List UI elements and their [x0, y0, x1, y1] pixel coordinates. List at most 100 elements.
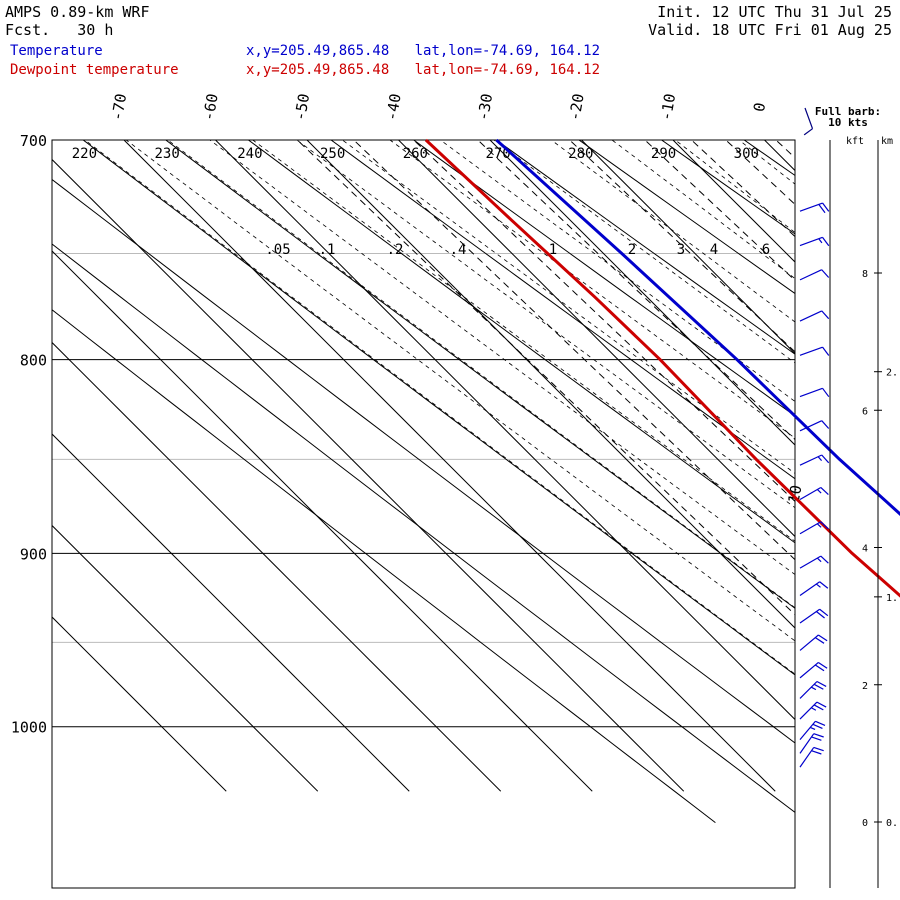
moist-adiabat-line [84, 140, 795, 675]
isotherm-line [52, 341, 502, 792]
wind-barb-flag [816, 611, 825, 619]
wind-barb-staff [799, 747, 815, 768]
wind-barb-half-flag [816, 583, 821, 588]
wind-barb-staff [799, 420, 823, 432]
isotherm-line [123, 140, 776, 792]
wind-barb [799, 680, 827, 699]
mixing-ratio-label: 1 [549, 242, 557, 258]
wind-barb-flag [821, 269, 830, 278]
wind-barb-flag [821, 420, 830, 429]
moist-adiabat-line [341, 140, 795, 474]
wind-barb-half-flag [811, 707, 817, 711]
mixing-ratio-label: 3 [677, 242, 685, 258]
wind-barb [799, 733, 824, 754]
wind-barb-flag [821, 454, 830, 464]
valid-time: Valid. 18 UTC Fri 01 Aug 25 [648, 21, 892, 39]
dry-adiabat-line [695, 0, 900, 823]
dry-adiabat-label: 240 [237, 146, 262, 162]
wind-barb-flag [822, 387, 830, 398]
wind-barb-half-flag [818, 238, 823, 244]
wind-barb [799, 555, 829, 569]
isotherm-line [52, 524, 319, 792]
mixing-ratio-line [412, 140, 795, 503]
mixing-ratio-line [296, 140, 795, 616]
mixing-ratio-line [644, 140, 795, 282]
moist-adiabat-line [209, 140, 795, 576]
dry-adiabat-label: 290 [651, 146, 676, 162]
wind-barb-half-flag [811, 686, 817, 691]
isotherm-line [52, 433, 410, 792]
pressure-tick-label: 1000 [11, 719, 47, 737]
mixing-ratio-line [775, 140, 795, 159]
pressure-tick-label: 700 [20, 132, 47, 150]
wind-barb [799, 269, 830, 281]
barb-legend-sample-staff [804, 107, 814, 129]
wind-barb [799, 202, 830, 214]
wind-barb [799, 454, 830, 466]
mixing-ratio-line [725, 140, 795, 206]
wind-barb-half-flag [817, 456, 823, 461]
dry-adiabat-line [660, 140, 795, 235]
mixing-ratio-line [352, 140, 795, 561]
moist-adiabat-line [493, 140, 795, 364]
isotherm-line [215, 140, 795, 721]
mixing-ratio-label: 2 [628, 242, 636, 258]
plot-frame [51, 139, 796, 889]
wind-barb [799, 720, 826, 741]
moist-adiabat-line [125, 140, 795, 642]
dry-adiabat-label: 220 [72, 146, 97, 162]
dry-adiabat-line [164, 140, 795, 609]
wind-barb-half-flag [816, 557, 822, 563]
isotherm-label: -60 [199, 92, 221, 122]
moist-adiabat-line [738, 140, 795, 185]
isotherm-line [398, 140, 795, 538]
plot-area [52, 0, 900, 823]
dry-adiabat-line [82, 140, 795, 676]
wind-barb-flag [820, 487, 829, 496]
legend-temperature-xy: x,y=205.49,865.48 [246, 43, 390, 59]
dry-adiabat-line [330, 140, 795, 480]
wind-barb [799, 521, 829, 535]
wind-barb-flag [815, 720, 826, 726]
dry-adiabat-label: 260 [403, 146, 428, 162]
temperature-profile-line [495, 138, 900, 516]
mixing-ratio-line [690, 140, 795, 238]
wind-barb-staff [799, 310, 823, 322]
wind-barb [799, 387, 830, 398]
wind-barb [799, 661, 828, 679]
isotherm-label: 0 [750, 101, 769, 113]
isotherm-line [52, 158, 685, 792]
wind-barb-flag [822, 236, 830, 247]
wind-barb-flag [822, 346, 830, 356]
isotherm-label: -30 [474, 92, 496, 122]
dry-adiabat-line [495, 140, 795, 355]
kft-tick-label: 4 [862, 544, 868, 555]
isotherm-line [764, 140, 795, 172]
wind-barb-half-flag [816, 523, 822, 528]
wind-barb [799, 746, 824, 768]
wind-barb [799, 236, 830, 247]
dry-adiabat-line [52, 243, 795, 814]
km-tick-label: 1. [886, 593, 898, 604]
kft-axis-label: kft [846, 136, 864, 147]
isotherm-label: -70 [108, 92, 130, 122]
forecast-hour: Fcst. 30 h [5, 21, 114, 39]
dry-adiabat-line [52, 309, 716, 823]
dry-adiabat-label: 280 [568, 146, 593, 162]
legend-temperature: Temperature [10, 43, 103, 59]
wind-barb-staff [799, 269, 823, 281]
legend-dewpoint-xy: x,y=205.49,865.48 [246, 62, 390, 78]
wind-barb [799, 420, 830, 432]
mixing-ratio-label: .1 [319, 242, 336, 258]
wind-barb-flag [821, 310, 830, 320]
km-tick-label: 0. [886, 818, 898, 829]
legend-dewpoint: Dewpoint temperature [10, 62, 179, 78]
wind-barb-staff [799, 733, 815, 754]
wind-barb-half-flag [816, 489, 822, 494]
dry-adiabat-label: 270 [485, 146, 510, 162]
wind-barb-flag [818, 661, 828, 669]
barb-legend-sample [803, 107, 814, 136]
moist-adiabat-line [252, 140, 795, 542]
wind-barb [799, 634, 828, 651]
mixing-ratio-label: .05 [265, 242, 290, 258]
